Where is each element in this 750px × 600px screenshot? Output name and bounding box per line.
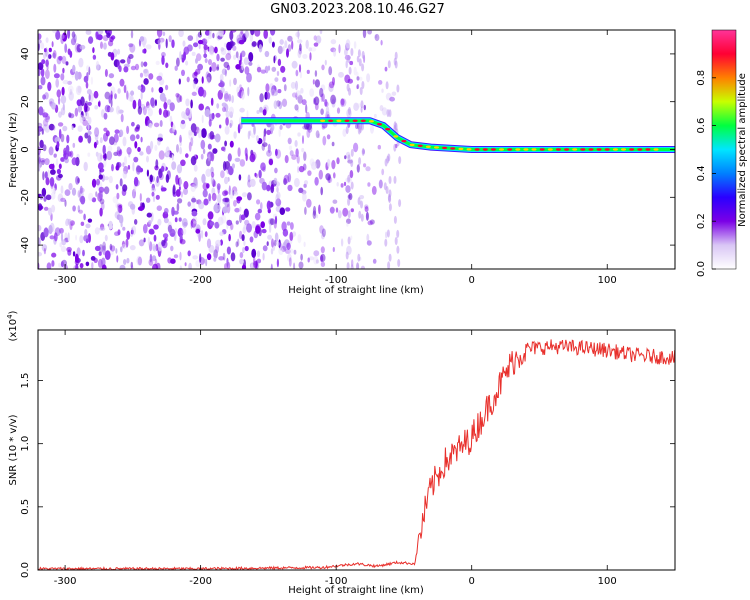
trace-peak: [368, 120, 374, 123]
trace-peak: [523, 148, 529, 151]
trace-peak: [344, 119, 350, 123]
spectrogram-noise: [38, 30, 402, 269]
trace-peak: [466, 148, 472, 151]
trace-peak: [637, 148, 643, 151]
colorbar-tick-label: 0.0: [696, 261, 707, 277]
colorbar-tick-label: 0.6: [696, 118, 707, 134]
figure-title: GN03.2023.208.10.46.G27: [270, 2, 445, 17]
trace-peak: [580, 148, 586, 151]
spectrogram-y-tick-label: -20: [20, 189, 31, 205]
snr-x-tick-label: -300: [54, 576, 77, 587]
snr-x-tick-label: -100: [325, 576, 348, 587]
colorbar-tick-label: 0.2: [696, 213, 707, 229]
trace-peak: [539, 148, 545, 151]
snr-y-tick-label: 1.5: [20, 373, 31, 389]
trace-peak: [442, 146, 448, 150]
spectrogram-x-tick-label: 0: [469, 275, 475, 286]
trace-peak: [320, 119, 326, 123]
trace-peak: [555, 148, 561, 151]
spectrogram-x-tick-label: -300: [54, 275, 77, 286]
trace-peak: [377, 123, 382, 126]
trace-peak: [564, 148, 570, 151]
spectrogram-y-tick-label: 20: [20, 95, 31, 108]
spectrogram-x-tick-label: -200: [189, 275, 212, 286]
snr-panel: -300 -200 -100 0 100 0.0 0.5 1.0 1.5 Height of …: [6, 310, 676, 596]
trace-peak: [612, 148, 618, 151]
snr-series-line: [38, 339, 675, 570]
trace-peak: [653, 148, 659, 151]
snr-x-tick-label: 100: [598, 576, 617, 587]
trace-peak: [482, 148, 488, 151]
trace-peak: [385, 128, 391, 131]
trace-peak: [450, 147, 456, 150]
trace-peak: [629, 148, 635, 151]
colorbar: 0.0 0.2 0.4 0.6 0.8 Normalized spectral ampl…: [696, 29, 748, 277]
trace-peak: [401, 139, 407, 143]
trace-peak: [499, 148, 504, 151]
trace-peak: [596, 148, 602, 151]
colorbar-label: Normalized spectral amplitude: [737, 73, 748, 227]
trace-peak: [604, 148, 610, 151]
snr-frame: [37, 329, 676, 571]
trace-peak: [417, 144, 423, 147]
trace-peak: [434, 146, 439, 149]
trace-peak: [425, 145, 431, 148]
trace-peak: [645, 148, 651, 151]
trace-peak: [393, 135, 399, 138]
spectrogram-y-tick-label: -40: [20, 237, 31, 253]
trace-peak: [588, 148, 594, 151]
snr-x-tick-label: -200: [189, 576, 212, 587]
snr-scale-label: (x104): [6, 310, 19, 341]
colorbar-gradient: [711, 29, 737, 270]
spectrogram-y-axis-label: Frequency (Hz): [8, 112, 19, 188]
snr-y-tick-label: 1.0: [20, 436, 31, 452]
trace-peak: [474, 148, 480, 151]
trace-peak: [547, 148, 553, 151]
spectrogram-x-tick-label: -100: [325, 275, 348, 286]
spectrogram-y-tick-label: 0: [20, 146, 31, 152]
trace-peak: [360, 119, 366, 123]
snr-x-tick-label: 0: [469, 576, 475, 587]
trace-peak: [507, 148, 513, 151]
spectrogram-x-tick-label: 100: [598, 275, 617, 286]
trace-peak: [531, 148, 537, 151]
trace-peak: [490, 148, 496, 151]
trace-peak: [458, 147, 464, 151]
snr-y-tick-label: 0.0: [20, 562, 31, 578]
spectrogram-y-tick-label: 40: [20, 48, 31, 61]
spectrogram-signal-trace: [241, 117, 675, 153]
trace-peak: [409, 143, 415, 147]
trace-peak: [328, 119, 334, 123]
trace-peak: [352, 119, 358, 123]
spectrogram-panel: -300 -200 -100 0 100 40 20 0 -20 -40 Height of s…: [8, 29, 676, 296]
trace-peak: [572, 148, 578, 151]
snr-y-axis-label: SNR (10 * v/v): [8, 414, 19, 485]
colorbar-tick-label: 0.8: [696, 70, 707, 86]
snr-x-axis-label: Height of straight line (km): [288, 585, 424, 596]
trace-peak: [336, 119, 342, 123]
trace-peak: [621, 148, 626, 151]
snr-y-tick-label: 0.5: [20, 499, 31, 515]
spectrogram-x-axis-label: Height of straight line (km): [288, 285, 424, 296]
colorbar-tick-label: 0.4: [696, 165, 707, 181]
trace-peak: [515, 148, 521, 151]
